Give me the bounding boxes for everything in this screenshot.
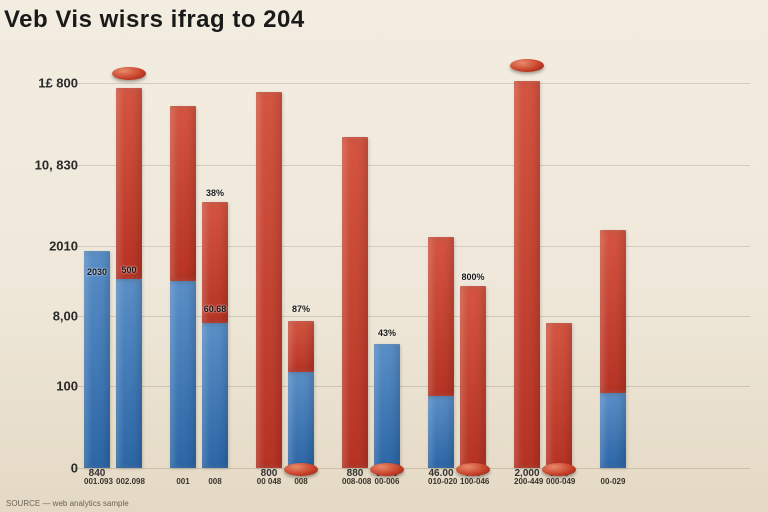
x-tick-label: 010-020 [428,477,454,486]
bar-segment-red [170,106,196,281]
grid-line [70,468,750,469]
x-tick-label: 100-046 [460,477,486,486]
bar-segment-blue [202,323,228,468]
bar-segment-red [288,321,314,372]
bar-annotation: 87% [288,304,314,314]
bar-annotation: 60.68 [202,304,228,314]
footer-text: SOURCE — web analytics sample [6,499,129,508]
x-tick-label: 001 [170,477,196,486]
x-tick-label: 002.098 [116,477,142,486]
x-tick-label: 200-449 [514,477,540,486]
bar-annotation: 800% [460,272,486,282]
base-cap-icon [542,463,576,476]
x-tick-label: 00 048 [256,477,282,486]
x-tick-label: 008 [288,477,314,486]
bar-annotation: 38% [202,188,228,198]
y-tick-label: 8,00 [22,309,78,324]
cap-icon [510,59,544,72]
bar-segment-blue [600,393,626,468]
y-tick-label: 100 [22,379,78,394]
x-tick-label: 00-006 [374,477,400,486]
chart-page: { "title": "Veb Vis wisrs ifrag to 204",… [0,0,768,512]
bar-segment-red [600,230,626,393]
bar-segment-red [342,137,368,468]
bars: 8402030001.093500002.09800138%60.6800880… [70,48,750,468]
bar-annotation: 500 [116,265,142,275]
bar-segment-blue [374,344,400,468]
bar-segment-red [514,81,540,468]
x-tick-label: 008-008 [342,477,368,486]
bar-segment-red [256,92,282,468]
y-tick-label: 10, 830 [22,157,78,172]
bar-segment-red [116,88,142,279]
bar-segment-red [546,323,572,468]
bar-annotation: 2030 [84,267,110,277]
x-tick-label: 000-049 [546,477,572,486]
y-tick-label: 1£ 800 [22,76,78,91]
y-tick-label: 2010 [22,239,78,254]
base-cap-icon [370,463,404,476]
bar-segment-blue [288,372,314,468]
plot-area: 8402030001.093500002.09800138%60.6800880… [70,48,750,468]
base-cap-icon [284,463,318,476]
x-tick-label: 00-029 [600,477,626,486]
base-cap-icon [456,463,490,476]
y-tick-label: 0 [22,461,78,476]
chart-title: Veb Vis wisrs ifrag to 204 [4,6,305,34]
x-tick-label: 008 [202,477,228,486]
bar-segment-blue [116,279,142,468]
bar-segment-blue [170,281,196,468]
bar-segment-red [428,237,454,396]
cap-icon [112,67,146,80]
x-tick-label: 001.093 [84,477,110,486]
bar-segment-blue [84,251,110,468]
bar-segment-red [460,286,486,468]
bar-annotation: 43% [374,328,400,338]
bar-segment-blue [428,396,454,468]
